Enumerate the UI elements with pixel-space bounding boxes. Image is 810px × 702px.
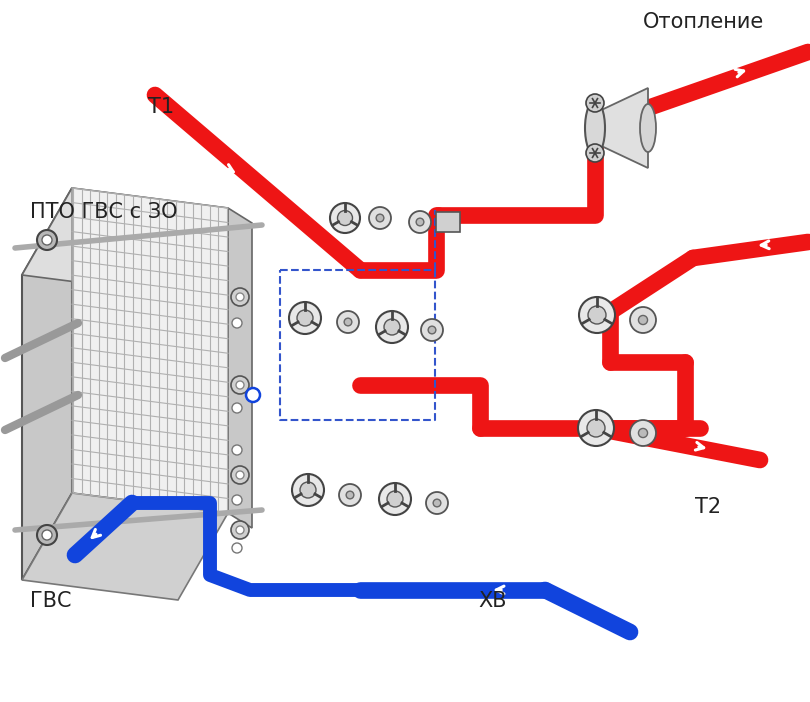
Text: Т1: Т1 [148, 97, 174, 117]
Circle shape [337, 311, 359, 333]
Circle shape [231, 521, 249, 539]
Circle shape [231, 376, 249, 394]
Circle shape [588, 306, 606, 324]
Ellipse shape [640, 104, 656, 152]
Circle shape [236, 381, 244, 389]
Text: Т2: Т2 [695, 497, 721, 517]
Circle shape [300, 482, 316, 498]
Polygon shape [595, 88, 648, 168]
Circle shape [416, 218, 424, 226]
Circle shape [236, 293, 244, 301]
Circle shape [232, 445, 242, 455]
Circle shape [42, 530, 52, 540]
Circle shape [246, 388, 260, 402]
Circle shape [37, 230, 57, 250]
Circle shape [428, 326, 436, 334]
Bar [436, 212, 460, 232]
Circle shape [232, 543, 242, 553]
Circle shape [231, 288, 249, 306]
Circle shape [37, 525, 57, 545]
Circle shape [292, 474, 324, 506]
Circle shape [579, 297, 615, 333]
Circle shape [339, 484, 361, 506]
Circle shape [384, 319, 400, 335]
Text: ГВС: ГВС [30, 591, 71, 611]
Circle shape [586, 144, 604, 162]
Circle shape [379, 483, 411, 515]
Circle shape [236, 471, 244, 479]
Circle shape [433, 499, 441, 507]
Circle shape [426, 492, 448, 514]
Circle shape [232, 495, 242, 505]
Circle shape [344, 318, 352, 326]
Circle shape [421, 319, 443, 341]
Circle shape [630, 307, 656, 333]
Circle shape [578, 410, 614, 446]
Polygon shape [22, 493, 228, 600]
Circle shape [638, 315, 647, 324]
Circle shape [369, 207, 391, 229]
Circle shape [630, 420, 656, 446]
Circle shape [297, 310, 313, 326]
Polygon shape [228, 208, 252, 528]
Text: ХВ: ХВ [478, 591, 506, 611]
Text: Отопление: Отопление [643, 12, 765, 32]
Circle shape [586, 94, 604, 112]
Circle shape [376, 311, 408, 343]
Circle shape [638, 428, 647, 437]
Circle shape [387, 491, 403, 507]
Circle shape [376, 214, 384, 222]
Circle shape [236, 526, 244, 534]
Polygon shape [22, 188, 228, 295]
Circle shape [338, 211, 352, 225]
Text: ПТО ГВС с ЗО: ПТО ГВС с ЗО [30, 202, 177, 222]
Circle shape [289, 302, 321, 334]
Polygon shape [72, 188, 228, 513]
Circle shape [346, 491, 354, 499]
Polygon shape [22, 188, 72, 580]
Circle shape [42, 235, 52, 245]
Circle shape [232, 318, 242, 328]
Circle shape [232, 403, 242, 413]
Circle shape [409, 211, 431, 233]
Ellipse shape [585, 100, 605, 156]
Circle shape [587, 419, 605, 437]
Circle shape [231, 466, 249, 484]
Circle shape [330, 203, 360, 233]
